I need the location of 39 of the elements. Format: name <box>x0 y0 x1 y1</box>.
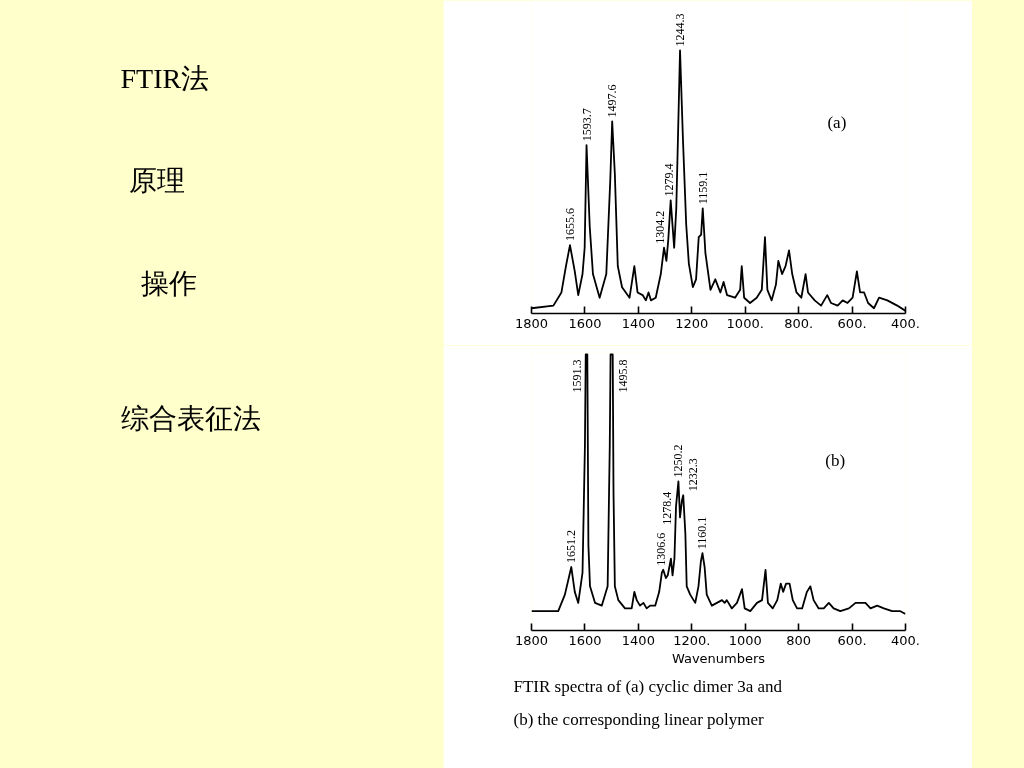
text: 原理 <box>128 165 185 196</box>
x-tick-label: 1200 <box>675 315 709 331</box>
annotation: 1304.2 <box>652 210 667 244</box>
x-tick-label: 1800 <box>514 632 549 648</box>
x-tick-label: 1200. <box>673 632 711 648</box>
x-tick-label: 400. <box>891 315 920 331</box>
annotation: 1232.3 <box>686 458 701 492</box>
x-tick-label: 400. <box>891 632 920 648</box>
x-tick-label: 1400 <box>621 315 655 331</box>
annotation: 1497.6 <box>605 84 620 118</box>
text: FTIR法 <box>120 63 210 94</box>
x-tick-label: 600. <box>837 315 867 331</box>
annotation: 1306.6 <box>654 532 669 566</box>
x-tick-label: 1600 <box>568 315 602 331</box>
annotation: 1159.1 <box>695 171 710 205</box>
text: FTIR spectra of (a) cyclic dimer 3a and (b) the corresponding linear polymer <box>513 676 783 729</box>
x-tick-label: 800. <box>784 315 814 331</box>
x-tick-label: 1600 <box>568 632 602 648</box>
annotation: 1655.6 <box>563 208 578 242</box>
annotation: 1591.3 <box>570 359 585 393</box>
annotation: 1495.8 <box>615 359 630 393</box>
annotation: 1593.7 <box>579 108 594 142</box>
x-tick-label: 1400 <box>621 632 655 648</box>
annotation: 1160.1 <box>695 516 710 550</box>
text: 综合表征法 <box>120 403 261 434</box>
annotation: 1278.4 <box>659 491 674 525</box>
x-tick-label: 1800 <box>514 315 549 331</box>
x-tick-label: 800 <box>786 632 812 648</box>
x-tick-label: 1000. <box>726 315 764 331</box>
annotation: 1651.2 <box>564 530 579 564</box>
x-axis-title: Wavenumbers <box>671 650 766 666</box>
x-tick-label: 1000 <box>728 632 762 648</box>
annotation: 1250.2 <box>671 444 686 478</box>
annotation: 1244.3 <box>672 13 687 47</box>
text: 操作 <box>140 268 197 299</box>
annotation: 1279.4 <box>661 163 676 197</box>
x-tick-label: 600. <box>837 632 867 648</box>
text: (b) <box>825 451 846 471</box>
text: (a) <box>827 113 847 133</box>
